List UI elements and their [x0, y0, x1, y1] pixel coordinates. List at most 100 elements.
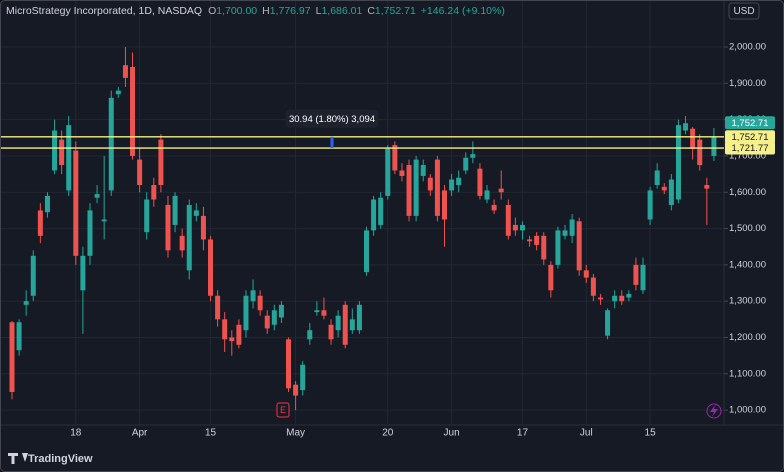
- price-line-label: 1,721.77: [732, 143, 769, 154]
- candle-body: [420, 165, 426, 176]
- candle-body: [690, 128, 696, 149]
- last-price-tag: [725, 116, 775, 130]
- candle-body: [364, 230, 369, 273]
- x-tick-label: 15: [205, 428, 217, 439]
- y-tick-label: 1,100.00: [729, 368, 766, 379]
- y-tick-label: 1,700.00: [729, 150, 766, 161]
- y-tick-label: 1,200.00: [729, 332, 766, 343]
- candle-body: [449, 179, 455, 191]
- candles: [9, 47, 717, 411]
- candle-body: [434, 159, 440, 216]
- candle-body: [328, 324, 334, 340]
- candle-body: [704, 184, 710, 189]
- legend-ohlc-key: L: [316, 5, 322, 17]
- candle-body: [179, 235, 185, 251]
- legend-change: +146.24 (+9.10%): [421, 5, 505, 17]
- price-line-label: 1,752.71: [732, 132, 769, 143]
- candle-body: [633, 264, 639, 285]
- candle-body: [463, 157, 469, 171]
- candle-body: [307, 330, 313, 340]
- candle-body: [541, 235, 547, 260]
- candle-body: [597, 297, 603, 300]
- currency-button[interactable]: [728, 2, 760, 20]
- candle-body: [286, 339, 292, 389]
- candle-body: [590, 277, 596, 296]
- legend-ohlc-value: 1,752.71: [375, 5, 416, 17]
- candle-body: [505, 204, 511, 236]
- y-tick-label: 1,500.00: [729, 223, 766, 234]
- candle-body: [300, 364, 306, 391]
- candle-body: [356, 304, 362, 331]
- brand-name: TradingView: [28, 453, 93, 465]
- candle-body: [605, 310, 611, 336]
- price-line-tag: [725, 130, 775, 144]
- candle-body: [30, 255, 36, 296]
- legend-ohlc-value: 1,686.01: [321, 5, 362, 17]
- candle-body: [115, 90, 121, 95]
- candle-body: [576, 221, 582, 271]
- candle-body: [683, 123, 689, 131]
- last-price-label: 1,752.71: [732, 118, 769, 129]
- x-tick-label: May: [286, 428, 305, 439]
- legend-ohlc-value: 1,776.97: [270, 5, 311, 17]
- earnings-label[interactable]: E: [280, 405, 286, 415]
- candle-body: [697, 139, 703, 166]
- candle-body: [37, 210, 43, 236]
- candle-body: [647, 190, 653, 220]
- candle-body: [583, 270, 589, 278]
- currency-label[interactable]: USD: [733, 6, 754, 17]
- y-tick-label: 1,600.00: [729, 187, 766, 198]
- y-tick-label: 2,000.00: [729, 42, 766, 53]
- legend-ohlc-key: O: [208, 5, 216, 17]
- candle-body: [271, 310, 277, 325]
- candle-body: [101, 219, 107, 222]
- candle-body: [144, 199, 150, 233]
- candle-body: [371, 199, 377, 231]
- x-tick-label: 20: [382, 428, 394, 439]
- candle-body: [534, 235, 540, 245]
- candle-body: [215, 295, 221, 320]
- earnings-icon[interactable]: E: [276, 402, 290, 418]
- candle-body: [186, 204, 192, 271]
- candle-body: [441, 190, 447, 220]
- legend-header: MicroStrategy Incorporated, 1D, NASDAQ O1…: [6, 5, 505, 17]
- candle-body: [385, 148, 391, 196]
- x-tick-label: Jun: [444, 428, 460, 439]
- candle-body: [321, 310, 327, 316]
- candle-body: [484, 190, 490, 200]
- candle-body: [250, 290, 256, 302]
- y-tick-label: 1,000.00: [729, 405, 766, 416]
- candle-body: [626, 293, 632, 298]
- brand-logo: TradingView: [8, 453, 93, 465]
- candle-body: [711, 136, 717, 156]
- candle-body: [208, 239, 214, 296]
- y-tick-label: 1,400.00: [729, 259, 766, 270]
- candle-body: [293, 384, 299, 396]
- candle-body: [165, 204, 171, 251]
- candle-body: [108, 97, 114, 191]
- candle-body: [569, 219, 575, 236]
- candle-body: [661, 186, 667, 191]
- candle-body: [236, 324, 242, 345]
- candle-body: [399, 170, 405, 176]
- candle-body: [612, 295, 618, 302]
- candle-body: [243, 295, 249, 331]
- candle-body: [222, 319, 228, 340]
- y-tick-label: 1,300.00: [729, 296, 766, 307]
- candle-body: [427, 177, 433, 191]
- candle-body: [562, 230, 568, 236]
- events-icon[interactable]: [706, 403, 722, 419]
- candle-body: [66, 125, 72, 191]
- candle-body: [519, 224, 525, 231]
- candle-body: [94, 194, 100, 198]
- measure-label: 30.94 (1.80%) 3,094: [289, 114, 375, 125]
- candle-body: [555, 230, 561, 265]
- candle-body: [512, 224, 518, 231]
- candle-body: [193, 210, 199, 216]
- candle-body: [675, 125, 681, 200]
- candle-body: [668, 179, 674, 205]
- x-tick-label: 18: [70, 428, 82, 439]
- candle-body: [229, 337, 235, 342]
